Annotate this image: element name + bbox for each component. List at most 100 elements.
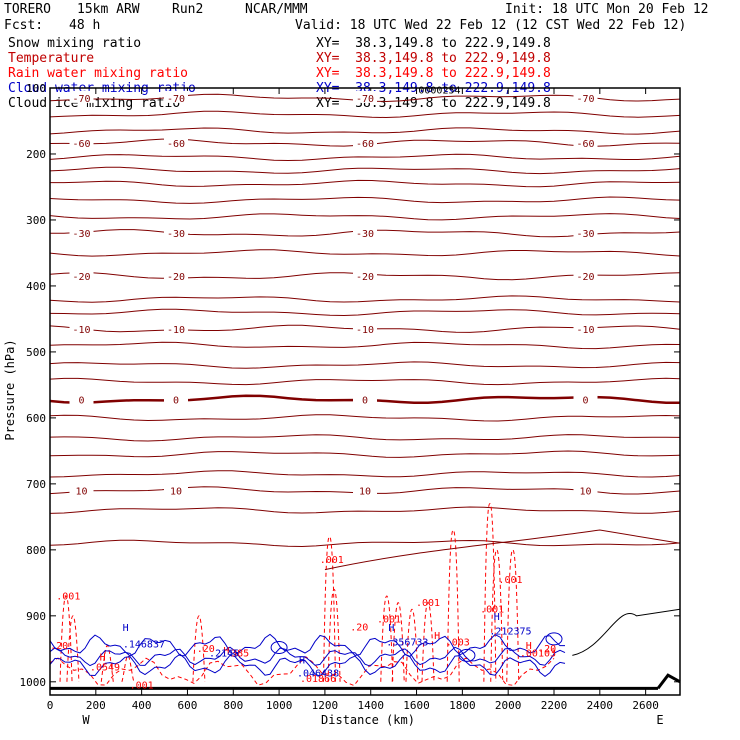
isotherm-label: -30 bbox=[356, 229, 374, 240]
cloud-water-contour bbox=[49, 633, 565, 657]
y-tick-label: 100 bbox=[26, 82, 46, 95]
rain-value-label: .001 bbox=[377, 614, 401, 625]
isotherm-label-bg bbox=[353, 321, 377, 334]
isotherm-label-bg bbox=[353, 135, 377, 148]
isotherm-label: -70 bbox=[356, 94, 374, 105]
isotherm-label: -70 bbox=[72, 94, 90, 105]
terrain-contour bbox=[572, 608, 681, 656]
rain-value-label: 385 bbox=[231, 649, 249, 660]
cloud-water-value-label: H bbox=[388, 623, 394, 634]
isotherm-line bbox=[49, 153, 681, 162]
rain-contour bbox=[327, 588, 341, 682]
rain-value-label: H bbox=[100, 653, 106, 664]
isotherm-line bbox=[49, 450, 681, 458]
isotherm-line bbox=[49, 434, 681, 442]
run-label: Run2 bbox=[172, 2, 204, 17]
legend-snow-xy: XY= 38.3,149.8 to 222.9,149.8 bbox=[316, 36, 551, 51]
west-label: W bbox=[82, 713, 90, 727]
isotherm-label: 0 bbox=[173, 395, 179, 406]
isotherm-label-bg bbox=[69, 269, 94, 282]
isotherm-label: -10 bbox=[167, 325, 185, 336]
isotherm-label: -20 bbox=[167, 272, 185, 283]
cloud-water-value-label: .046438 bbox=[297, 669, 339, 680]
x-tick-label: 2000 bbox=[495, 699, 522, 712]
isotherm-label-bg bbox=[164, 321, 188, 334]
x-tick-label: 0 bbox=[47, 699, 54, 712]
isotherm-line bbox=[49, 470, 681, 478]
isotherm-label-bg bbox=[69, 90, 94, 103]
y-tick-label: 600 bbox=[26, 412, 46, 425]
isotherm-label: -10 bbox=[356, 325, 374, 336]
x-tick-label: 600 bbox=[178, 699, 198, 712]
isotherm-label: 10 bbox=[579, 486, 591, 497]
x-tick-label: 1800 bbox=[449, 699, 476, 712]
cloud-water-contour bbox=[545, 632, 563, 646]
isotherm-label-bg bbox=[573, 226, 598, 239]
y-tick-label: 200 bbox=[26, 148, 46, 161]
rain-value-label: H bbox=[434, 631, 440, 642]
isotherm-label-bg bbox=[353, 392, 377, 405]
isotherm-label-bg bbox=[353, 269, 377, 282]
isotherm-label: -30 bbox=[167, 229, 185, 240]
isotherm-label: 0 bbox=[362, 395, 368, 406]
rain-contour bbox=[121, 654, 135, 682]
cloud-water-contour bbox=[49, 653, 566, 678]
isotherm-label: -30 bbox=[576, 229, 594, 240]
isotherm-label: 10 bbox=[170, 486, 182, 497]
y-tick-label: 500 bbox=[26, 346, 46, 359]
isotherm-label: 10 bbox=[75, 486, 87, 497]
x-tick-label: 1000 bbox=[266, 699, 293, 712]
x-tick-label: 800 bbox=[223, 699, 243, 712]
isotherm-label-bg bbox=[164, 392, 188, 405]
isotherm-line bbox=[49, 506, 681, 514]
isotherm-label-bg bbox=[164, 269, 188, 282]
isotherm-label-bg bbox=[353, 483, 377, 496]
x-tick-label: 200 bbox=[86, 699, 106, 712]
rain-value-label: .20 bbox=[50, 641, 68, 652]
isotherm-label-bg bbox=[164, 135, 188, 148]
x-tick-label: 1400 bbox=[357, 699, 384, 712]
isotherm-label: 0 bbox=[582, 395, 588, 406]
rain-contour bbox=[380, 595, 394, 682]
rain-value-label: .20 bbox=[350, 622, 368, 633]
isotherm-label-bg bbox=[164, 90, 188, 103]
isotherm-line bbox=[324, 529, 681, 571]
plot-frame bbox=[49, 87, 681, 696]
rain-contour bbox=[490, 549, 504, 682]
legend-temperature-xy: XY= 38.3,149.8 to 222.9,149.8 bbox=[316, 51, 551, 66]
isotherm-line bbox=[49, 361, 681, 369]
rain-value-label: .00103 bbox=[520, 649, 556, 660]
rain-contour bbox=[421, 602, 435, 682]
isotherm-label-bg bbox=[69, 135, 94, 148]
rain-value-label: .01866 bbox=[300, 674, 336, 685]
isotherm-line bbox=[49, 539, 681, 548]
isotherm-label: -70 bbox=[576, 94, 594, 105]
snow-value-label: 0000254 bbox=[418, 85, 460, 96]
isotherm-label: -10 bbox=[576, 325, 594, 336]
legend-snow-label: Snow mixing ratio bbox=[8, 36, 142, 51]
isotherm-label-bg bbox=[573, 321, 598, 334]
isotherm-label-bg bbox=[164, 483, 188, 496]
isotherm-label: -60 bbox=[167, 139, 185, 150]
isotherm-line bbox=[49, 295, 681, 303]
rain-value-label: .001 bbox=[320, 555, 344, 566]
forecast-label: Fcst: bbox=[4, 18, 44, 33]
y-tick-label: 700 bbox=[26, 478, 46, 491]
x-tick-label: 400 bbox=[132, 699, 152, 712]
isotherm-line bbox=[49, 377, 681, 386]
rain-value-label: .0549 bbox=[90, 663, 120, 674]
isotherm-label-bg bbox=[69, 226, 94, 239]
legend-rain-label: Rain water mixing ratio bbox=[8, 66, 189, 81]
isotherm-line bbox=[49, 308, 681, 317]
isotherm-line bbox=[49, 127, 681, 135]
y-tick-label: 1000 bbox=[20, 676, 47, 689]
rain-value-label: .20 bbox=[538, 644, 556, 655]
rain-value-label: .20 bbox=[197, 644, 215, 655]
rain-contour bbox=[59, 595, 73, 682]
rain-contour bbox=[192, 615, 206, 682]
rain-contour bbox=[446, 529, 460, 682]
cloud-water-contour bbox=[49, 646, 566, 667]
y-tick-label: 800 bbox=[26, 544, 46, 557]
isotherm-label: -10 bbox=[72, 325, 90, 336]
y-tick-label: 300 bbox=[26, 214, 46, 227]
